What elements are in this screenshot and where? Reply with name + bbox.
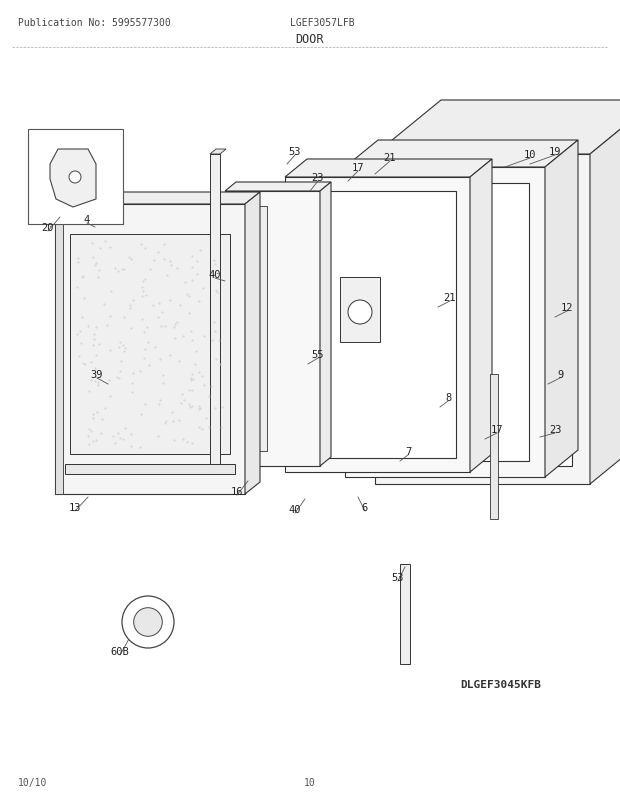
Circle shape [69, 172, 81, 184]
Polygon shape [28, 130, 123, 225]
Text: 6: 6 [362, 502, 368, 512]
Polygon shape [490, 375, 498, 520]
Polygon shape [50, 150, 96, 208]
Circle shape [134, 608, 162, 637]
Circle shape [348, 301, 372, 325]
Text: 10/10: 10/10 [18, 777, 47, 787]
Text: LGEF3057LFB: LGEF3057LFB [290, 18, 355, 28]
Text: DOOR: DOOR [296, 33, 324, 46]
Polygon shape [55, 192, 260, 205]
Text: 8: 8 [445, 392, 451, 403]
Polygon shape [285, 160, 492, 178]
Polygon shape [345, 141, 578, 168]
Polygon shape [225, 192, 320, 467]
Polygon shape [545, 141, 578, 477]
Polygon shape [70, 235, 230, 455]
Polygon shape [225, 183, 331, 192]
Text: Publication No: 5995577300: Publication No: 5995577300 [18, 18, 170, 28]
Polygon shape [441, 101, 620, 431]
Text: 40: 40 [289, 504, 301, 514]
Polygon shape [375, 155, 590, 484]
Polygon shape [470, 160, 492, 472]
Polygon shape [299, 192, 456, 459]
Text: 12: 12 [560, 302, 574, 313]
Polygon shape [210, 150, 226, 155]
Text: 10: 10 [524, 150, 536, 160]
Text: 39: 39 [91, 370, 104, 379]
Text: 19: 19 [549, 147, 561, 157]
Polygon shape [340, 277, 380, 342]
Text: 17: 17 [491, 424, 503, 435]
Polygon shape [361, 184, 529, 461]
Polygon shape [345, 168, 545, 477]
Text: 40: 40 [209, 269, 221, 280]
Text: 16: 16 [231, 486, 243, 496]
Text: 17: 17 [352, 163, 365, 172]
Text: 21: 21 [444, 293, 456, 302]
Polygon shape [393, 172, 572, 467]
Text: 10: 10 [304, 777, 316, 787]
Polygon shape [245, 192, 260, 494]
Polygon shape [590, 101, 620, 484]
Text: 60B: 60B [110, 646, 130, 656]
Text: ReplacementParts.com: ReplacementParts.com [258, 415, 362, 424]
Text: DLGEF3045KFB: DLGEF3045KFB [460, 679, 541, 689]
Polygon shape [400, 565, 410, 664]
Polygon shape [55, 205, 63, 494]
Polygon shape [210, 155, 220, 464]
Polygon shape [320, 183, 331, 467]
Text: 53: 53 [289, 147, 301, 157]
Polygon shape [65, 464, 235, 475]
Polygon shape [375, 101, 620, 155]
Text: 23: 23 [312, 172, 324, 183]
Text: 4: 4 [84, 215, 90, 225]
Circle shape [122, 596, 174, 648]
Text: 7: 7 [405, 447, 411, 456]
Text: 9: 9 [557, 370, 563, 379]
Text: 20: 20 [42, 223, 55, 233]
Text: 55: 55 [312, 350, 324, 359]
Text: 13: 13 [69, 502, 81, 512]
Text: 21: 21 [384, 153, 396, 163]
Polygon shape [55, 205, 245, 494]
Text: 53: 53 [392, 573, 404, 582]
Polygon shape [255, 207, 267, 452]
Text: 23: 23 [549, 424, 561, 435]
Polygon shape [285, 178, 470, 472]
